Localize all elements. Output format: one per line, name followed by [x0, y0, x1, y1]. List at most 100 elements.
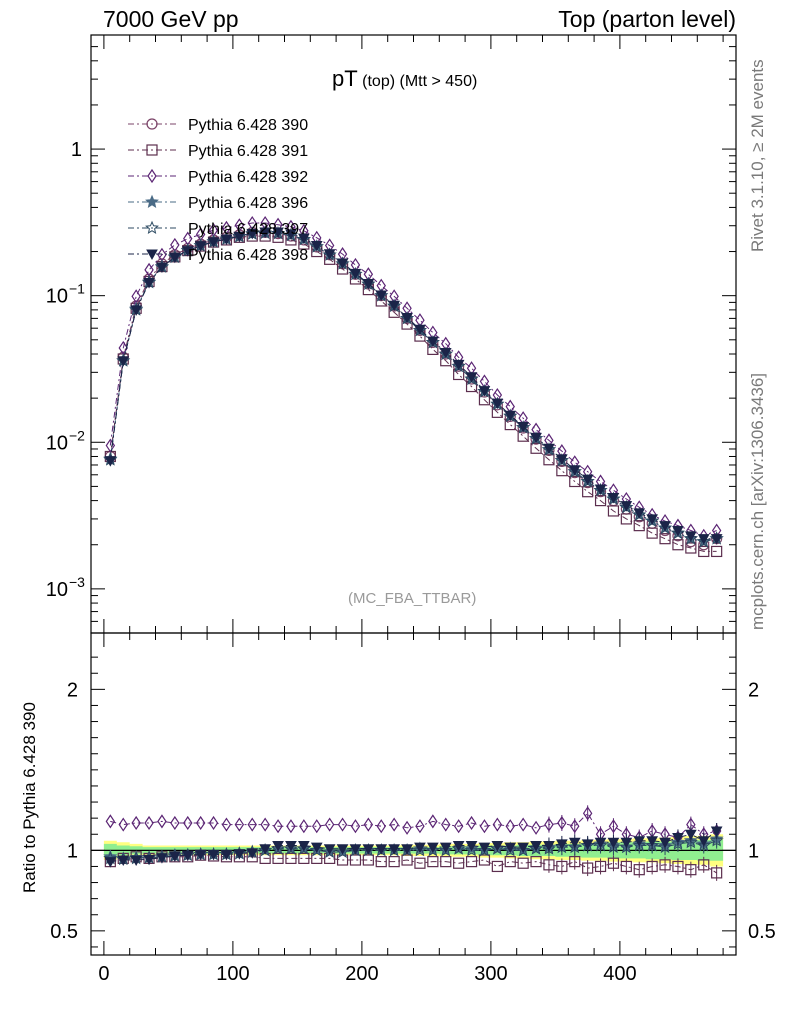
ratio-point — [659, 837, 671, 849]
ratio-point — [324, 817, 335, 832]
ratio-point — [104, 857, 117, 868]
ratio-point — [220, 849, 233, 861]
data-point — [710, 534, 723, 545]
ratio-point — [439, 842, 452, 854]
ratio-point — [273, 819, 283, 834]
data-point — [620, 501, 633, 512]
ratio-y-tick-label-right: 0.5 — [748, 921, 776, 943]
ratio-point — [504, 842, 517, 854]
ratio-point — [516, 843, 531, 857]
ratio-point — [259, 844, 271, 855]
data-point — [220, 234, 233, 246]
ratio-point — [285, 852, 297, 865]
data-point — [504, 410, 517, 422]
series-line-396 — [109, 232, 717, 543]
data-point — [633, 520, 645, 532]
ratio-point — [503, 843, 518, 857]
ratio-point — [543, 841, 555, 852]
ratio-point — [425, 843, 440, 857]
ratio-point — [388, 856, 400, 868]
analysis-watermark: (MC_FBA_TTBAR) — [348, 590, 477, 607]
data-point — [556, 454, 568, 465]
ratio-point — [221, 817, 232, 832]
legend-label: Pythia 6.428 390 — [188, 117, 308, 134]
data-point — [246, 228, 259, 240]
ratio-point — [581, 839, 594, 850]
ratio-point — [362, 854, 374, 866]
main-y-tick-label: 1 — [71, 139, 82, 161]
ratio-point — [195, 815, 206, 831]
ratio-point — [363, 817, 374, 832]
main-title-small-text: (top) (Mtt > 450) — [362, 73, 478, 90]
data-point — [582, 486, 594, 498]
ratio-point — [478, 842, 491, 854]
data-point — [568, 465, 581, 476]
data-point — [181, 246, 194, 257]
ratio-point — [607, 857, 620, 869]
data-point — [336, 258, 349, 270]
ratio-point — [568, 837, 581, 849]
mcplots-reference-label: mcplots.cern.ch [arXiv:1306.3436] — [748, 372, 767, 630]
ratio-point — [517, 842, 529, 854]
data-point — [130, 305, 142, 316]
ratio-point — [505, 819, 515, 834]
legend-label: Pythia 6.428 391 — [188, 143, 308, 160]
main-y-tick-label: 10 — [46, 579, 68, 601]
data-point — [388, 300, 400, 312]
ratio-plot-frame — [90, 632, 737, 956]
ratio-point — [465, 856, 478, 868]
data-point — [349, 268, 362, 280]
ratio-point — [438, 843, 453, 857]
main-y-tick-label: 10 — [46, 286, 68, 308]
ratio-point — [685, 829, 697, 841]
ratio-point — [710, 826, 723, 838]
ratio-point — [441, 817, 451, 832]
ratio-point — [349, 854, 362, 866]
ratio-point — [156, 853, 168, 864]
main-plot-title: pT (top) (Mtt > 450) — [332, 66, 477, 92]
ratio-point — [557, 815, 567, 831]
data-point — [439, 347, 452, 359]
data-point — [156, 262, 168, 273]
ratio-line-392 — [110, 812, 717, 839]
data-point — [685, 542, 697, 554]
ratio-point — [607, 837, 620, 849]
data-point — [698, 545, 710, 558]
ratio-point — [312, 819, 322, 834]
ratio-point — [247, 817, 257, 832]
main-y-tick-label: 10 — [46, 432, 68, 454]
ratio-point — [298, 841, 310, 852]
legend-marker — [146, 144, 158, 156]
header-left-label: 7000 GeV pp — [103, 6, 239, 32]
data-point — [543, 454, 555, 466]
ratio-point — [310, 842, 323, 854]
ratio-point — [530, 841, 542, 852]
ratio-point — [234, 817, 245, 832]
ratio-point — [492, 817, 503, 832]
x-tick-label: 0 — [98, 963, 109, 985]
data-point — [594, 484, 607, 496]
series-line-390 — [109, 231, 717, 546]
ratio-point — [646, 860, 658, 873]
ratio-point — [322, 844, 337, 858]
data-point — [581, 474, 594, 486]
data-point — [207, 237, 220, 248]
data-point — [646, 527, 658, 539]
ratio-y-tick-label-right: 1 — [748, 840, 759, 862]
legend-marker — [146, 249, 158, 261]
ratio-point — [672, 860, 684, 873]
ratio-point — [105, 814, 116, 829]
ratio-point — [530, 856, 542, 868]
ratio-point — [117, 855, 130, 867]
legend-label: Pythia 6.428 397 — [188, 221, 308, 238]
data-point — [362, 279, 375, 290]
ratio-point — [709, 833, 724, 847]
ratio-point — [144, 815, 154, 831]
data-point — [659, 533, 671, 545]
ratio-point — [350, 819, 361, 834]
x-tick-label: 200 — [345, 963, 378, 985]
data-point — [401, 312, 413, 324]
data-point — [672, 526, 684, 537]
ratio-point — [428, 814, 438, 829]
